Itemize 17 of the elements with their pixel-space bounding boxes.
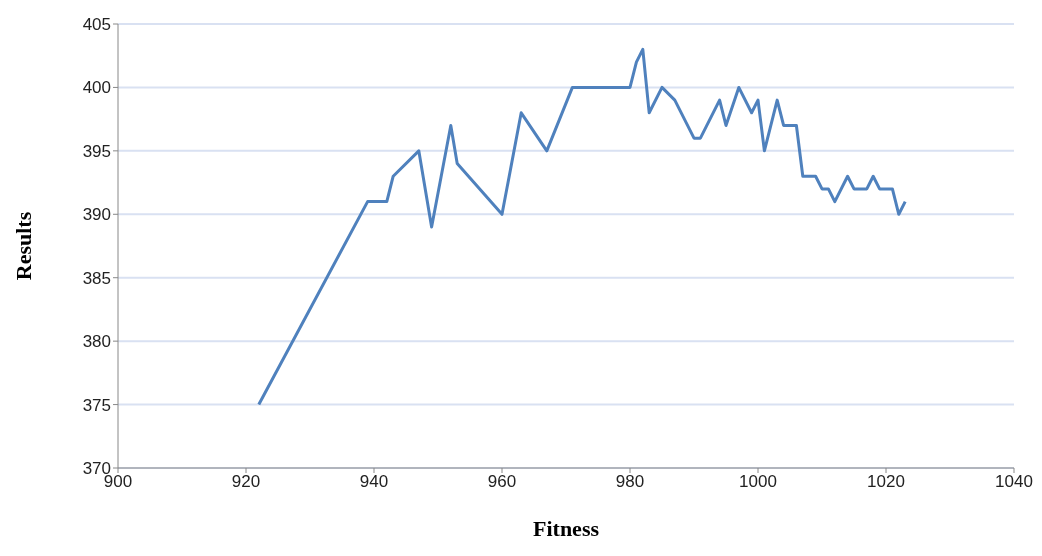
x-tick-label: 1000 [739,472,777,492]
x-tick-label: 960 [487,472,517,492]
y-tick-label: 390 [82,205,111,225]
y-tick-label: 405 [82,15,111,35]
x-tick-label: 980 [615,472,645,492]
x-tick-label: 1040 [995,472,1033,492]
line-series [257,47,907,407]
y-tick-label: 380 [82,332,111,352]
y-tick-label: 400 [82,78,111,98]
y-tick-label: 395 [82,141,111,161]
x-tick-label: 920 [231,472,261,492]
x-tick-label: 940 [359,472,389,492]
x-tick-label: 1020 [867,472,905,492]
x-axis-title: Fitness [533,516,600,541]
y-tick-label: 385 [82,268,111,288]
y-axis-title: Results [10,211,36,281]
y-tick-label: 375 [82,395,111,415]
